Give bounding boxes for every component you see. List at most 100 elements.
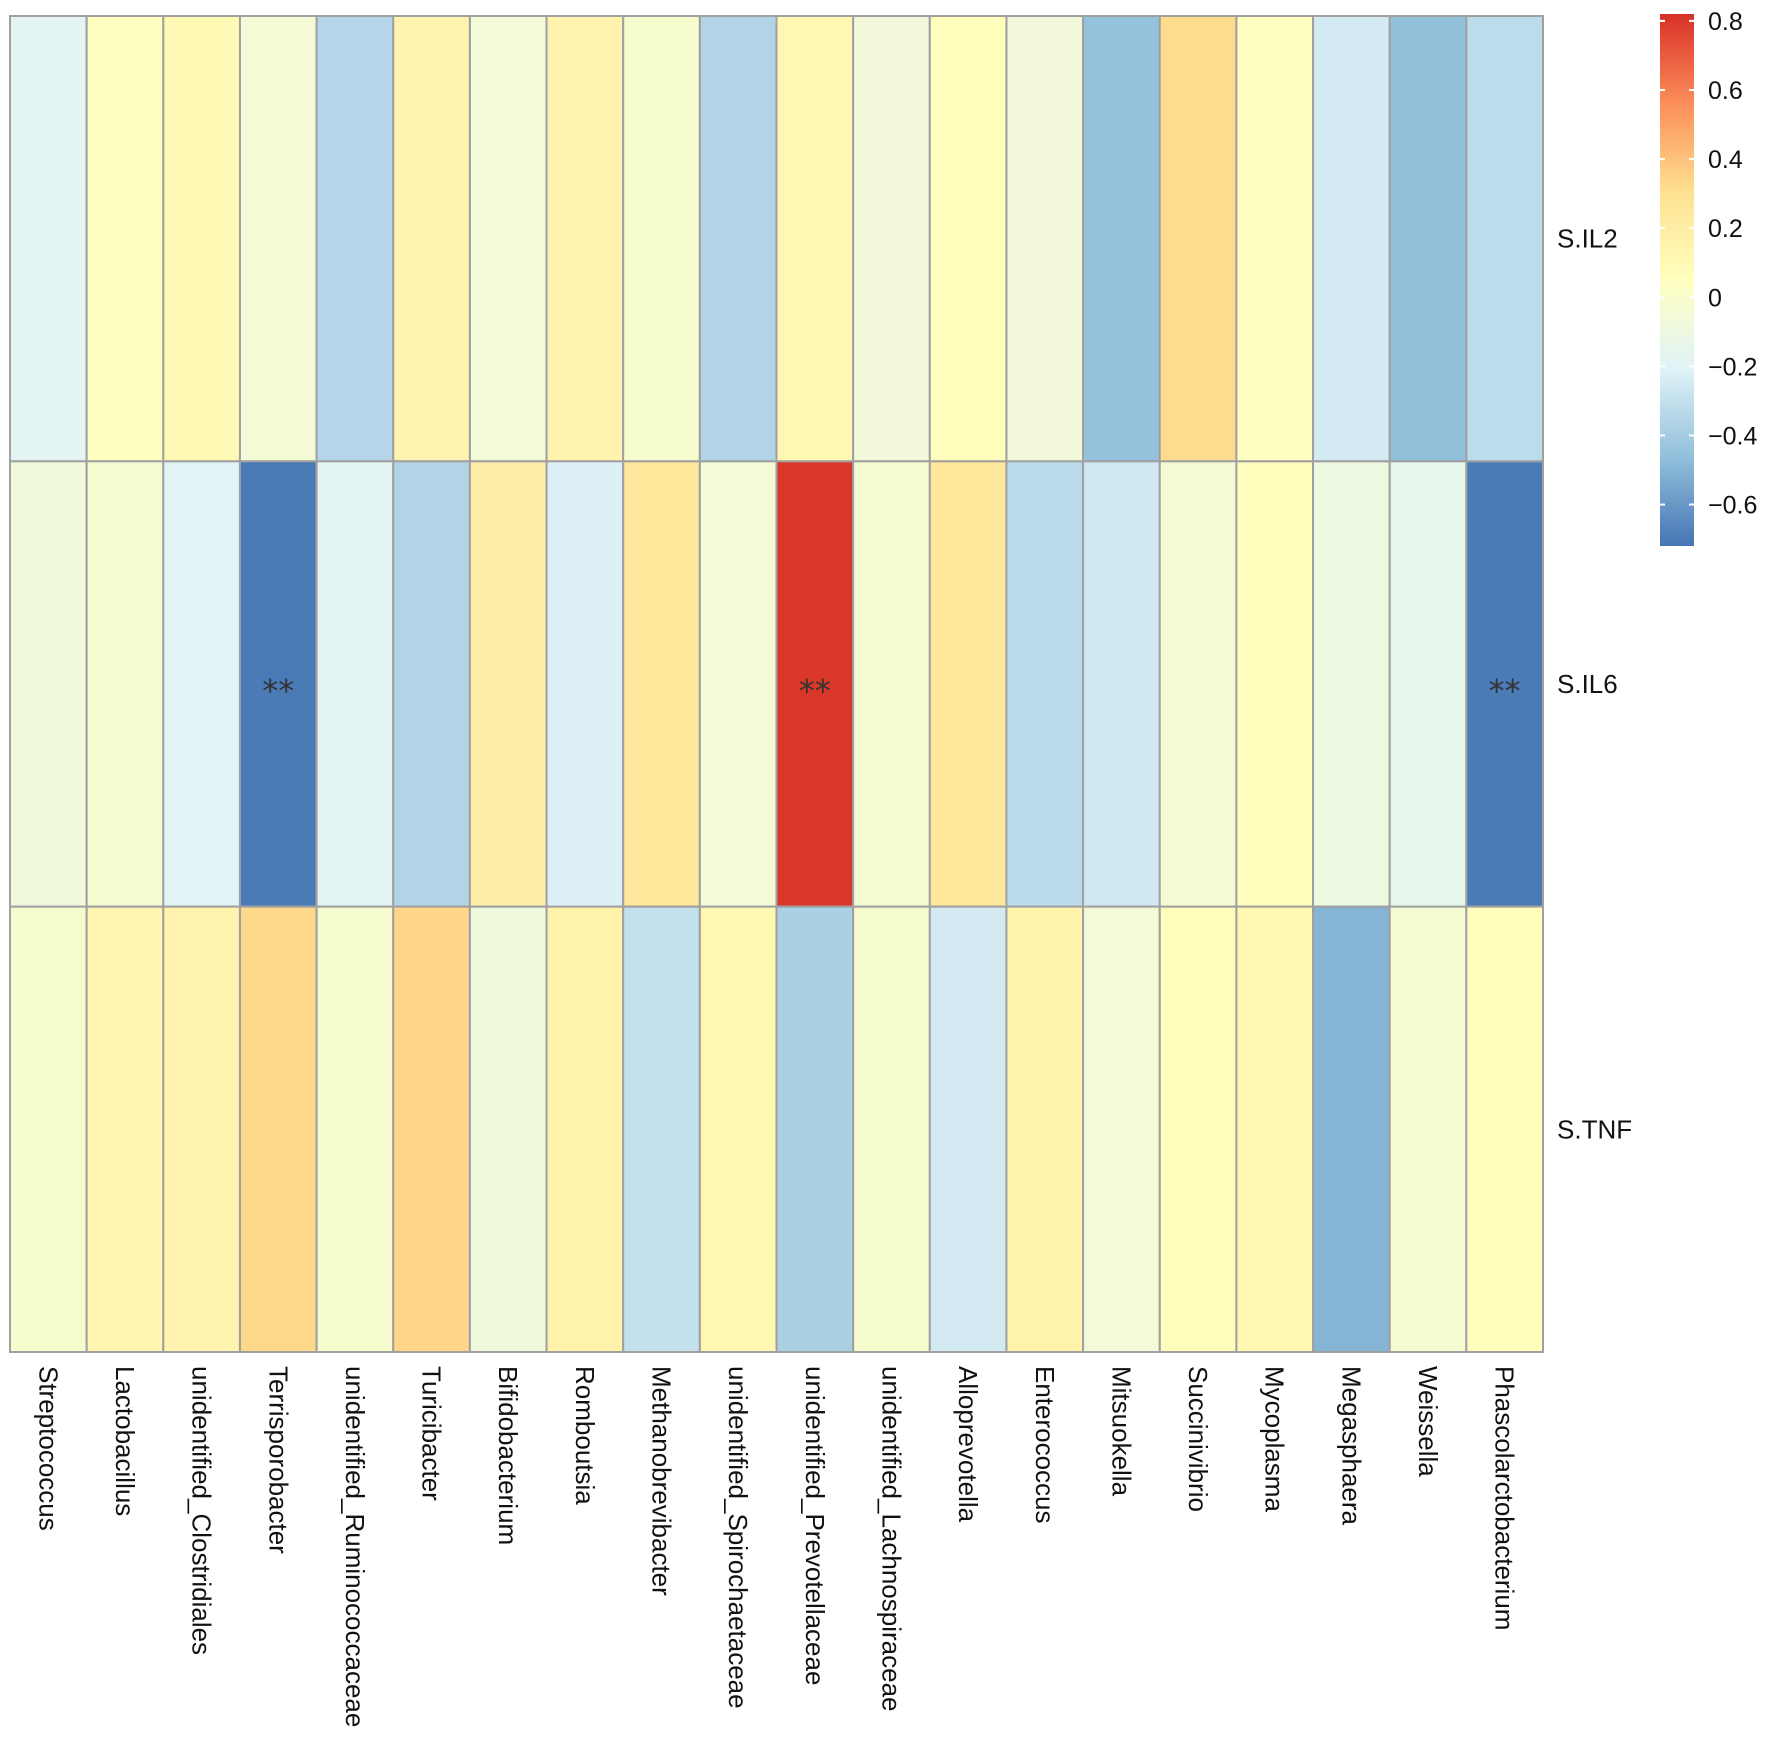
heatmap-cell <box>928 905 1008 1354</box>
heatmap-cells <box>9 15 1544 1354</box>
heatmap-cell <box>85 460 165 908</box>
heatmap-cell <box>1388 460 1468 908</box>
column-label: Weissella <box>1413 1366 1443 1477</box>
row-label: S.IL2 <box>1557 224 1618 254</box>
column-label: Turicibacter <box>417 1366 447 1501</box>
heatmap-cell <box>622 460 701 908</box>
legend-ticks: 0.8 0.6 0.4 0.2 0 −0.2 −0.4 −0.6 <box>1660 8 1757 520</box>
legend-tick-label: −0.4 <box>1708 422 1757 450</box>
heatmap-cell <box>315 460 395 908</box>
heatmap-cell <box>315 905 395 1354</box>
heatmap-cell <box>1465 15 1544 463</box>
column-label: Succinivibrio <box>1183 1366 1213 1512</box>
column-label: Streptococcus <box>33 1366 63 1531</box>
heatmap-cell <box>1465 905 1544 1354</box>
heatmap-cell <box>622 905 701 1354</box>
heatmap-cell <box>1312 460 1391 908</box>
legend-tick-label: −0.2 <box>1708 353 1757 381</box>
row-label: S.IL6 <box>1557 669 1618 699</box>
heatmap-cell <box>928 15 1008 463</box>
column-label: Bifidobacterium <box>493 1366 523 1545</box>
column-label: Mycoplasma <box>1260 1366 1290 1512</box>
heatmap-cell <box>1158 460 1238 908</box>
heatmap-cell <box>238 15 318 463</box>
column-label: Lactobacillus <box>110 1366 140 1516</box>
significance-marker: ** <box>1489 672 1521 710</box>
color-legend: 0.8 0.6 0.4 0.2 0 −0.2 −0.4 −0.6 <box>1660 8 1757 546</box>
heatmap-cell <box>852 460 931 908</box>
heatmap-cell <box>545 460 625 908</box>
heatmap-cell <box>1235 905 1315 1354</box>
column-label: unidentified_Prevotellaceae <box>800 1366 830 1685</box>
heatmap-cell <box>1312 15 1391 463</box>
heatmap-cell <box>9 460 88 908</box>
heatmap-cell <box>1158 15 1238 463</box>
column-label: unidentified_Clostridiales <box>187 1366 217 1655</box>
heatmap-cell <box>9 905 88 1354</box>
column-label: Methanobrevibacter <box>647 1366 677 1596</box>
heatmap-cell <box>775 460 855 908</box>
heatmap-cell <box>1388 15 1468 463</box>
column-label: unidentified_Spirochaetaceae <box>723 1366 753 1709</box>
legend-tick-label: 0.8 <box>1708 8 1743 36</box>
heatmap-cell <box>622 15 701 463</box>
heatmap-cell <box>775 15 855 463</box>
heatmap-cell <box>1235 460 1315 908</box>
legend-tick-label: −0.6 <box>1708 492 1757 520</box>
column-label: Mitsuokella <box>1106 1366 1136 1497</box>
heatmap-cell <box>468 905 548 1354</box>
heatmap-cell <box>1388 905 1468 1354</box>
heatmap-cell <box>1312 905 1391 1354</box>
column-label: unidentified_Lachnospiraceae <box>876 1366 906 1712</box>
heatmap-cell <box>9 15 88 463</box>
heatmap-cell <box>852 905 931 1354</box>
heatmap-cell <box>928 460 1008 908</box>
heatmap-cell <box>238 460 318 908</box>
heatmap-cell <box>162 460 241 908</box>
column-label: Alloprevotella <box>953 1366 983 1523</box>
significance-markers: ** ** ** <box>262 672 1520 710</box>
heatmap-cell <box>162 905 241 1354</box>
heatmap-cell <box>238 905 318 1354</box>
legend-color-bar <box>1660 14 1694 546</box>
heatmap-cell <box>1465 460 1544 908</box>
significance-marker: ** <box>799 672 831 710</box>
heatmap-cell <box>852 15 931 463</box>
heatmap-cell <box>698 15 778 463</box>
heatmap-cell <box>1082 15 1161 463</box>
heatmap-cell <box>545 15 625 463</box>
heatmap-cell <box>162 15 241 463</box>
legend-tick-label: 0.6 <box>1708 77 1743 105</box>
heatmap-cell <box>1082 460 1161 908</box>
row-labels: S.IL2 S.IL6 S.TNF <box>1557 224 1632 1145</box>
heatmap-cell <box>1158 905 1238 1354</box>
heatmap-cell <box>1235 15 1315 463</box>
heatmap-cell <box>1005 15 1085 463</box>
heatmap-cell <box>775 905 855 1354</box>
heatmap-cell <box>1005 905 1085 1354</box>
column-label: unidentified_Ruminococcaceae <box>340 1366 370 1727</box>
heatmap-cell <box>698 905 778 1354</box>
column-label: Megasphaera <box>1336 1366 1366 1526</box>
column-label: Phascolarctobacterium <box>1490 1366 1520 1630</box>
heatmap-cell <box>1005 460 1085 908</box>
heatmap-cell <box>468 15 548 463</box>
heatmap-cell <box>315 15 395 463</box>
column-label: Enterococcus <box>1030 1366 1060 1524</box>
heatmap-cell <box>392 460 471 908</box>
heatmap-cell <box>85 905 165 1354</box>
legend-tick-label: 0 <box>1708 284 1722 312</box>
heatmap-cell <box>392 905 471 1354</box>
column-label: Terrisporobacter <box>263 1366 293 1554</box>
heatmap-cell <box>85 15 165 463</box>
column-label: Romboutsia <box>570 1366 600 1505</box>
heatmap-cell <box>1082 905 1161 1354</box>
heatmap-cell <box>392 15 471 463</box>
heatmap-cell <box>545 905 625 1354</box>
heatmap-cell <box>698 460 778 908</box>
column-labels: Streptococcus Lactobacillus unidentified_C… <box>33 1366 1519 1727</box>
significance-marker: ** <box>262 672 294 710</box>
legend-tick-label: 0.2 <box>1708 215 1743 243</box>
heatmap-cell <box>468 460 548 908</box>
